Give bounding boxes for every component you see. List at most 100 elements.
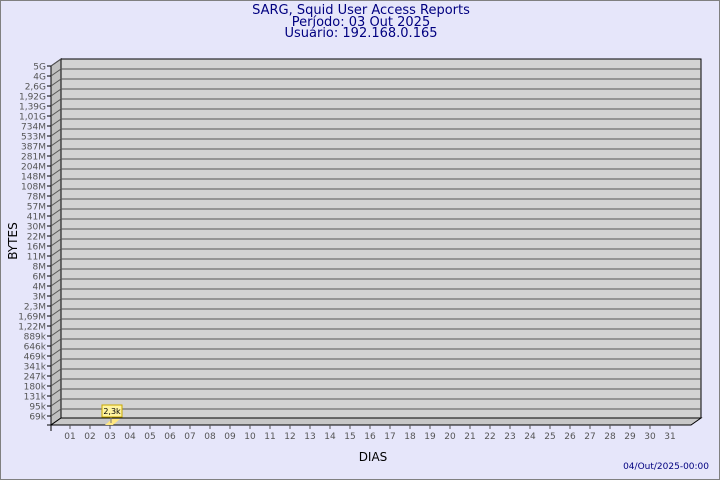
y-tick-label: 533M (21, 133, 46, 143)
gridline-side (50, 258, 62, 267)
x-tick-label: 19 (424, 432, 436, 442)
x-tick-label: 11 (264, 432, 275, 442)
y-tick-label: 204M (21, 163, 46, 173)
y-tick-label: 108M (21, 183, 46, 193)
y-tick-label: 4M (33, 283, 47, 293)
gridline-side (50, 378, 62, 387)
y-tick-label: 1,01G (19, 113, 46, 123)
y-tick-label: 247k (24, 373, 47, 383)
y-tick-label: 180k (24, 383, 47, 393)
bar-label: 2,3k (103, 407, 121, 416)
gridline-side (50, 228, 62, 237)
y-tick-label: 6M (33, 273, 47, 283)
y-tick-label: 1,92G (19, 93, 46, 103)
x-tick-label: 28 (604, 432, 616, 442)
y-tick-label: 281M (21, 153, 46, 163)
gridline-side (50, 208, 62, 217)
bar-label-box (101, 404, 123, 418)
gridline-side (50, 78, 62, 87)
gridline-side (50, 298, 62, 307)
gridline-side (50, 278, 62, 287)
y-tick-label: 734M (21, 123, 46, 133)
x-tick-label: 15 (344, 432, 355, 442)
x-axis-title: DIAS (359, 450, 388, 464)
chart-subtitle-user: Usuário: 192.168.0.165 (284, 26, 438, 41)
x-tick-label: 06 (164, 432, 176, 442)
gridline-side (50, 358, 62, 367)
x-tick-label: 25 (544, 432, 555, 442)
gridline-side (50, 58, 62, 67)
y-tick-label: 469k (24, 353, 47, 363)
gridline-side (50, 168, 62, 177)
gridline-side (50, 138, 62, 147)
gridline-side (50, 318, 62, 327)
y-tick-label: 387M (21, 143, 46, 153)
chart-subtitle-period: Período: 03 Out 2025 (291, 15, 431, 30)
y-tick-label: 2,3M (24, 303, 46, 313)
x-tick-label: 18 (404, 432, 416, 442)
y-tick-label: 8M (33, 263, 47, 273)
y-tick-label: 5G (33, 63, 46, 73)
y-tick-label: 131k (24, 393, 47, 403)
gridline-side (50, 398, 62, 407)
y-tick-label: 2,6G (25, 83, 46, 93)
x-tick-label: 01 (64, 432, 75, 442)
x-tick-label: 24 (524, 432, 536, 442)
x-tick-label: 27 (584, 432, 595, 442)
gridline-side (50, 368, 62, 377)
x-tick-label: 26 (564, 432, 576, 442)
footer-timestamp: 04/Out/2025-00:00 (623, 462, 709, 472)
y-tick-label: 30M (27, 223, 46, 233)
gridline-side (50, 198, 62, 207)
gridline-side (50, 178, 62, 187)
x-tick-label: 29 (624, 432, 636, 442)
y-tick-label: 341k (24, 363, 47, 373)
y-tick-label: 646k (24, 343, 47, 353)
y-tick-label: 1,69M (18, 313, 46, 323)
gridline-side (50, 308, 62, 317)
gridline-side (50, 248, 62, 257)
gridline-side (50, 388, 62, 397)
y-tick-label: 11M (27, 253, 46, 263)
y-tick-label: 22M (27, 233, 46, 243)
y-tick-label: 41M (27, 213, 46, 223)
y-tick-label: 148M (21, 173, 46, 183)
x-tick-label: 21 (464, 432, 475, 442)
gridline-side (50, 98, 62, 107)
gridline-side (50, 218, 62, 227)
y-tick-label: 889k (24, 333, 47, 343)
x-tick-label: 23 (504, 432, 515, 442)
x-tick-label: 04 (124, 432, 136, 442)
y-tick-label: 1,39G (19, 103, 46, 113)
y-axis-title: BYTES (6, 222, 20, 259)
x-tick-label: 09 (224, 432, 236, 442)
gridline-side (50, 408, 62, 417)
gridline-side (50, 188, 62, 197)
floor (49, 417, 703, 426)
x-tick-label: 07 (184, 432, 195, 442)
gridline-side (50, 128, 62, 137)
y-tick-label: 4G (33, 73, 46, 83)
y-tick-label: 1,22M (18, 323, 46, 333)
gridline-side (50, 348, 62, 357)
y-tick-label: 16M (27, 243, 46, 253)
x-tick-label: 02 (84, 432, 95, 442)
x-tick-label: 17 (384, 432, 395, 442)
x-tick-label: 10 (244, 432, 256, 442)
y-tick-label: 95k (29, 403, 46, 413)
gridline-side (50, 88, 62, 97)
gridline-side (50, 328, 62, 337)
gridline-side (50, 118, 62, 127)
gridline-side (50, 68, 62, 77)
gridline-side (50, 158, 62, 167)
y-tick-label: 69k (29, 413, 46, 423)
x-tick-label: 20 (444, 432, 456, 442)
bar (105, 419, 120, 425)
x-tick-label: 31 (664, 432, 675, 442)
gridline-side (50, 338, 62, 347)
gridline-side (50, 238, 62, 247)
gridline-side (50, 148, 62, 157)
chart-title: SARG, Squid User Access Reports (252, 3, 470, 18)
